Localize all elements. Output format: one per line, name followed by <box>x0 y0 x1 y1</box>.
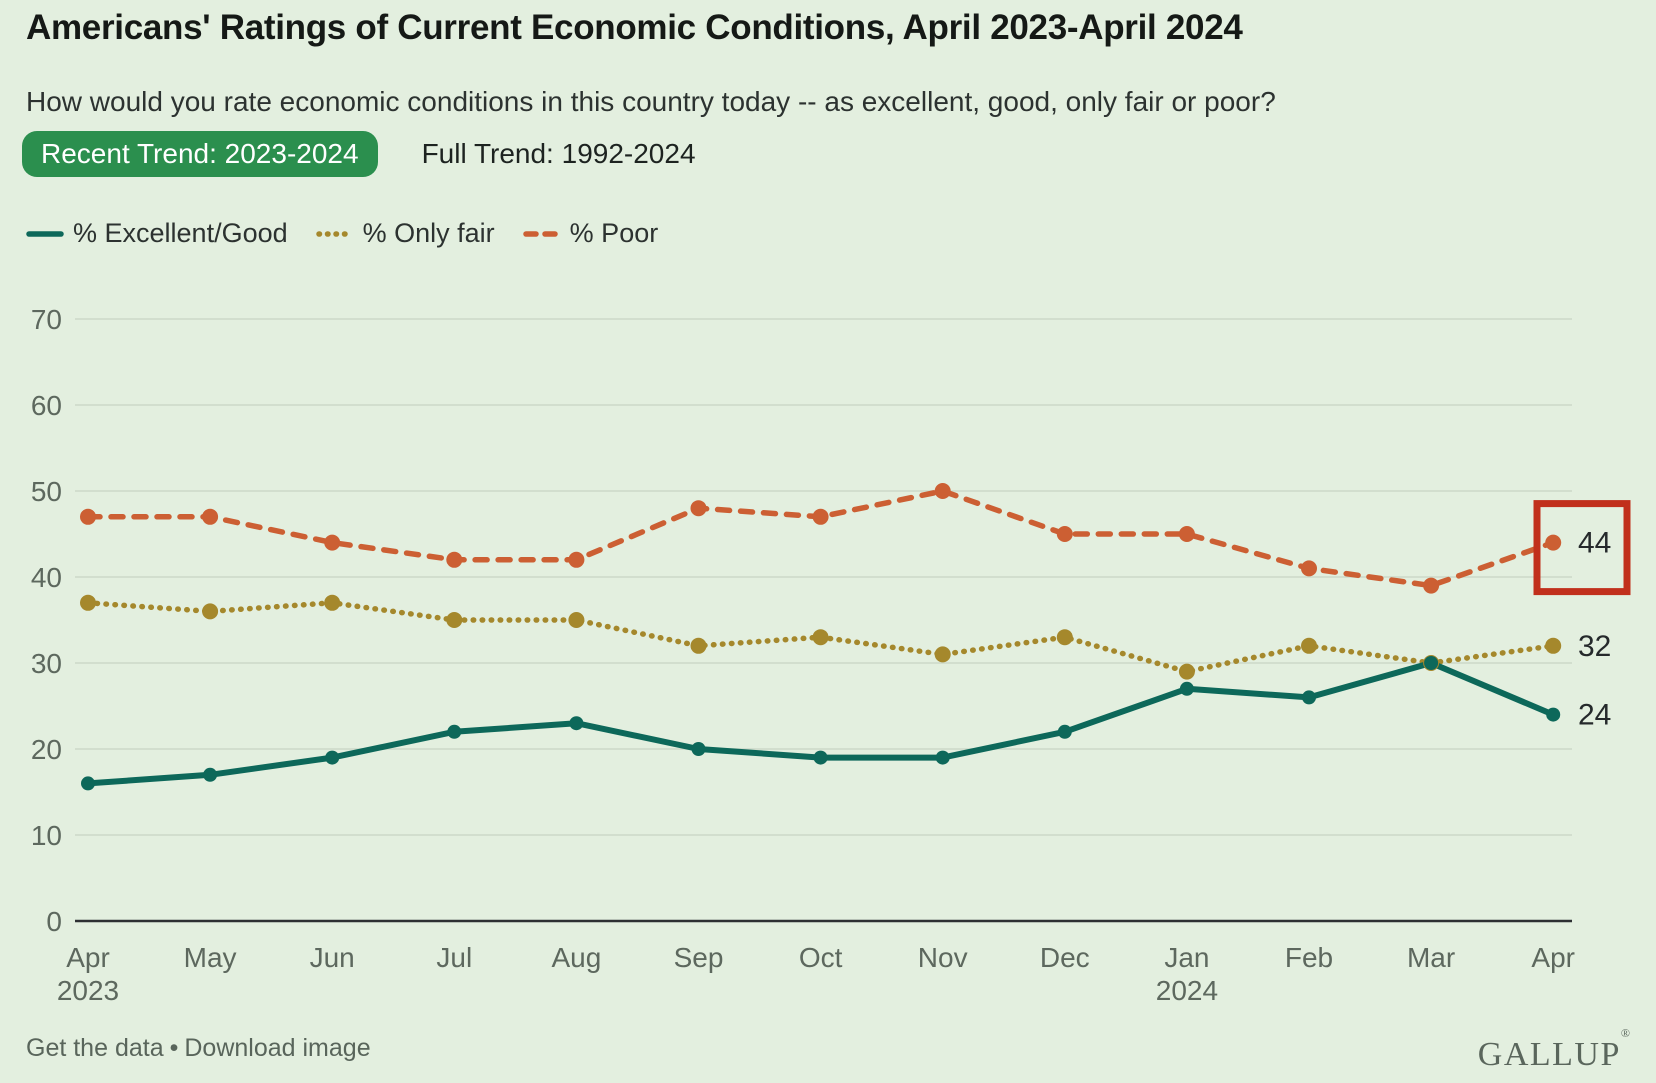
data-point-only-fair <box>446 612 463 628</box>
highlight-box <box>1533 500 1631 596</box>
data-point-only-fair <box>1056 629 1073 646</box>
legend-item-poor[interactable]: % Poor <box>522 218 659 249</box>
y-axis-tick-label: 70 <box>31 304 62 335</box>
legend-swatch-solid-line <box>26 230 64 237</box>
y-axis-tick-label: 10 <box>31 820 62 851</box>
series-end-label-excellent-good: 24 <box>1578 699 1611 732</box>
data-point-only-fair <box>324 594 341 611</box>
data-point-excellent-good <box>81 776 95 791</box>
x-axis-tick-label: Feb <box>1285 942 1333 973</box>
gallup-logo: GALLUP® <box>1477 1026 1630 1073</box>
data-point-only-fair <box>1178 663 1195 680</box>
data-point-poor <box>202 508 219 525</box>
data-point-excellent-good <box>935 750 950 765</box>
data-point-only-fair <box>202 603 219 620</box>
y-axis-tick-label: 0 <box>46 906 62 937</box>
data-point-poor <box>568 551 585 568</box>
footer-separator: • <box>169 1034 179 1062</box>
page-title: Americans' Ratings of Current Economic C… <box>26 8 1243 47</box>
y-axis-tick-label: 20 <box>31 734 62 765</box>
data-point-poor <box>324 534 341 551</box>
x-axis-tick-label: May <box>184 942 237 973</box>
legend-swatch-dashed-line <box>522 230 561 237</box>
legend-item-excellent-good[interactable]: % Excellent/Good <box>26 218 288 249</box>
data-point-only-fair <box>568 612 585 628</box>
data-point-poor <box>1056 526 1073 542</box>
x-axis-tick-label: Jul <box>436 942 472 973</box>
series-end-label-poor: 44 <box>1578 527 1611 560</box>
x-axis-tick-label: Aug <box>551 942 601 973</box>
data-point-only-fair <box>80 594 96 611</box>
x-axis-tick-label: Nov <box>918 942 968 973</box>
data-point-excellent-good <box>325 750 340 765</box>
footer: Get the data • Download image GALLUP® <box>0 1026 1656 1076</box>
legend-swatch-dotted-line <box>315 230 354 237</box>
trend-chart: 0 10 20 30 40 50 60 70 Apr May Jun Jul Aug Sep Oct Nov D… <box>31 304 1631 1006</box>
x-axis-tick-label: Oct <box>799 942 843 973</box>
data-point-poor <box>1545 534 1562 551</box>
data-point-only-fair <box>812 629 829 646</box>
y-axis-tick-label: 60 <box>31 390 62 421</box>
data-point-excellent-good <box>1546 707 1561 722</box>
x-axis-tick-label: Apr <box>66 942 110 973</box>
tab-full-trend[interactable]: Full Trend: 1992-2024 <box>422 131 696 177</box>
data-point-poor <box>812 508 829 525</box>
x-axis-tick-label: Apr <box>1531 942 1575 973</box>
x-axis-year-label: 2023 <box>57 975 119 1006</box>
series-line-poor <box>85 488 1556 589</box>
x-axis-tick-label: Sep <box>674 942 724 973</box>
data-point-excellent-good <box>1424 656 1439 670</box>
data-point-excellent-good <box>1302 690 1316 705</box>
x-axis-tick-label: Mar <box>1407 942 1455 973</box>
trend-tabs: Recent Trend: 2023-2024 Full Trend: 1992… <box>22 131 696 177</box>
data-point-only-fair <box>934 646 951 663</box>
data-point-poor <box>1423 577 1440 594</box>
tab-recent-trend[interactable]: Recent Trend: 2023-2024 <box>22 131 378 177</box>
y-axis-tick-label: 30 <box>31 648 62 679</box>
data-point-excellent-good <box>691 742 706 756</box>
data-point-excellent-good <box>813 750 828 765</box>
legend-label: % Excellent/Good <box>73 218 288 248</box>
footer-links: Get the data • Download image <box>26 1034 371 1063</box>
data-point-poor <box>934 483 951 499</box>
registered-mark: ® <box>1620 1026 1630 1040</box>
series-end-label-only-fair: 32 <box>1578 630 1611 663</box>
legend-label: % Only fair <box>362 218 495 248</box>
x-axis-tick-label: Jan <box>1164 942 1209 973</box>
legend-item-only-fair[interactable]: % Only fair <box>315 218 495 249</box>
data-point-poor <box>690 500 707 517</box>
data-point-only-fair <box>1301 637 1317 654</box>
y-axis-tick-label: 40 <box>31 562 62 593</box>
y-axis-tick-label: 50 <box>31 476 62 507</box>
data-point-excellent-good <box>569 716 584 731</box>
x-axis-tick-label: Jun <box>310 942 355 973</box>
survey-question: How would you rate economic conditions i… <box>26 86 1276 117</box>
chart-area: 0 10 20 30 40 50 60 70 Apr May Jun Jul Aug Sep Oct Nov D… <box>0 260 1656 1020</box>
download-image-link[interactable]: Download image <box>184 1034 371 1062</box>
data-point-poor <box>1178 526 1195 542</box>
data-point-poor <box>446 551 463 568</box>
chart-legend: % Excellent/Good % Only fair % Poor <box>26 218 658 249</box>
data-point-poor <box>1301 560 1317 577</box>
get-the-data-link[interactable]: Get the data <box>26 1034 164 1062</box>
data-point-excellent-good <box>203 767 218 782</box>
x-axis-tick-label: Dec <box>1040 942 1090 973</box>
data-point-excellent-good <box>1179 681 1194 696</box>
legend-label: % Poor <box>569 218 659 248</box>
data-point-only-fair <box>1545 637 1562 654</box>
series-line-excellent-good <box>85 660 1557 787</box>
data-point-only-fair <box>690 637 707 654</box>
data-point-excellent-good <box>1057 724 1072 739</box>
data-point-poor <box>80 508 96 525</box>
data-point-excellent-good <box>447 724 462 739</box>
x-axis-year-label: 2024 <box>1156 975 1218 1006</box>
